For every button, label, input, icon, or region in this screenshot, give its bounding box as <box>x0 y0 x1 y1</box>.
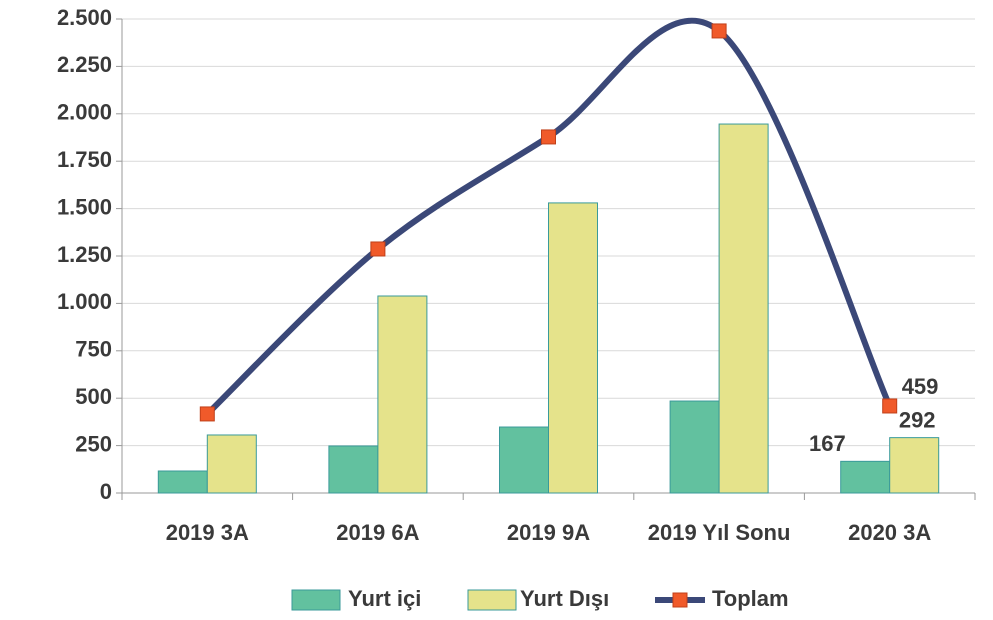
legend-marker <box>672 592 688 608</box>
x-tick-label: 2020 3A <box>848 520 932 545</box>
marker <box>711 23 727 39</box>
legend-label: Yurt Dışı <box>520 586 609 611</box>
y-tick-label: 1.750 <box>57 147 112 172</box>
y-tick-label: 2.250 <box>57 52 112 77</box>
marker <box>882 398 898 414</box>
y-tick-label: 1.250 <box>57 242 112 267</box>
legend-swatch <box>291 589 341 611</box>
bar <box>840 460 891 494</box>
y-tick-label: 2.000 <box>57 100 112 125</box>
bar <box>718 123 769 494</box>
bar <box>548 202 598 494</box>
y-tick-label: 750 <box>75 337 112 362</box>
y-tick-label: 2.500 <box>57 5 112 30</box>
x-tick-label: 2019 3A <box>165 520 249 545</box>
x-tick-label: 2019 Yıl Sonu <box>647 520 791 545</box>
y-tick-label: 0 <box>100 479 112 504</box>
data-label: 167 <box>809 431 846 456</box>
legend-label: Toplam <box>712 586 789 611</box>
line <box>204 17 893 417</box>
bar <box>499 426 549 494</box>
marker <box>370 241 386 257</box>
bar <box>157 470 208 494</box>
y-tick-label: 1.500 <box>57 194 112 219</box>
marker <box>199 406 215 422</box>
bar <box>328 445 379 494</box>
legend-swatch <box>467 589 517 611</box>
bar <box>889 437 940 494</box>
y-tick-label: 500 <box>75 384 112 409</box>
data-label: 292 <box>899 407 936 432</box>
legend-label: Yurt içi <box>348 586 421 611</box>
x-tick-label: 2019 9A <box>506 520 591 545</box>
bar <box>377 295 428 494</box>
data-label: 459 <box>902 374 939 399</box>
bar <box>669 400 720 494</box>
x-tick-label: 2019 6A <box>336 520 420 545</box>
y-tick-label: 250 <box>75 431 112 456</box>
y-tick-label: 1.000 <box>57 289 112 314</box>
marker <box>541 129 556 145</box>
bar <box>206 434 257 494</box>
